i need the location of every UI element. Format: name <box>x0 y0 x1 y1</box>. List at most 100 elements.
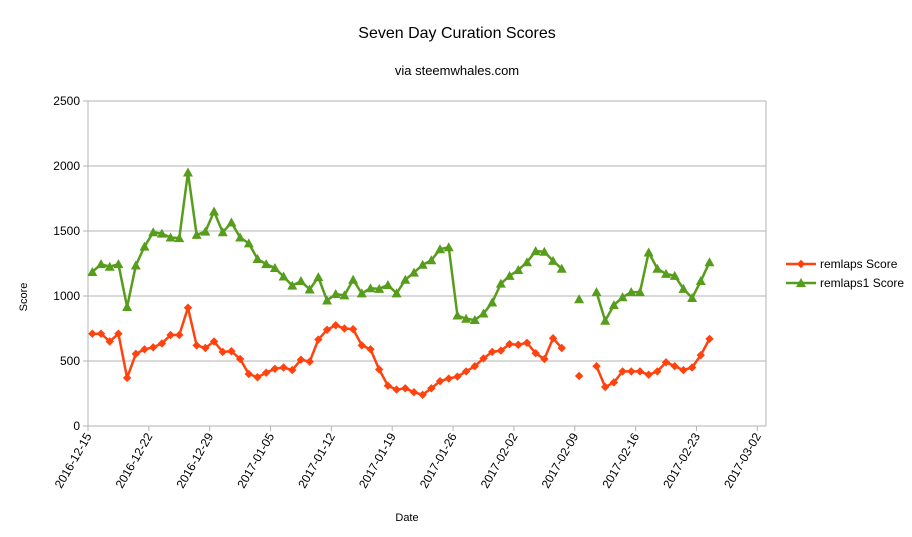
x-tick-labels: 2016-12-15 2016-12-22 2016-12-29 2017-01-05… <box>52 430 764 490</box>
data-point <box>374 283 385 293</box>
data-point <box>322 325 332 334</box>
data-point <box>427 384 436 393</box>
data-point <box>157 339 167 348</box>
data-point <box>105 337 114 346</box>
series-1 <box>88 303 714 399</box>
data-point <box>522 338 532 347</box>
data-point <box>270 364 280 373</box>
data-point <box>574 371 584 381</box>
data-point <box>235 354 245 364</box>
data-point <box>513 265 524 274</box>
data-point <box>452 310 463 320</box>
x-tick-label: 2017-02-23 <box>660 430 703 490</box>
x-tick-label: 2016-12-15 <box>52 430 95 490</box>
data-point <box>487 297 498 307</box>
data-point <box>87 266 98 276</box>
data-point <box>156 228 167 238</box>
data-point <box>669 270 680 280</box>
x-tick-label: 2017-02-02 <box>478 430 521 490</box>
data-point <box>183 303 193 312</box>
data-point <box>261 368 271 377</box>
data-point <box>122 373 132 383</box>
legend-label: remlaps Score <box>820 257 898 271</box>
data-point <box>104 261 115 271</box>
data-point <box>182 167 193 177</box>
data-point <box>235 232 246 242</box>
data-point <box>192 341 201 350</box>
data-point <box>409 388 419 397</box>
data-point <box>88 329 97 338</box>
legend-item: remlaps1 Score <box>786 276 904 290</box>
chart-title-group: Seven Day Curation Scores via steemwhale… <box>358 25 555 78</box>
data-point <box>139 241 150 251</box>
data-point <box>687 292 698 302</box>
data-point <box>356 288 367 298</box>
y-tick-label: 1500 <box>53 224 80 238</box>
data-point <box>288 365 297 375</box>
data-point <box>175 330 184 340</box>
data-point <box>174 233 185 243</box>
legend: remlaps Score remlaps1 Score <box>786 257 904 290</box>
data-point <box>114 329 123 338</box>
data-point <box>113 259 124 269</box>
data-point <box>635 367 645 376</box>
data-point <box>470 362 480 371</box>
data-point <box>313 272 324 282</box>
x-tick-label: 2016-12-22 <box>113 430 156 490</box>
data-point <box>609 378 619 387</box>
data-point <box>487 347 497 357</box>
data-point <box>296 355 306 364</box>
data-point <box>617 292 628 302</box>
chart-title: Seven Day Curation Scores <box>358 25 555 42</box>
data-point <box>695 276 706 286</box>
x-axis-label: Date <box>395 512 418 524</box>
data-point <box>279 363 288 372</box>
data-point <box>391 288 402 298</box>
x-tick-label: 2017-03-02 <box>721 430 764 490</box>
data-point <box>261 259 272 269</box>
data-point <box>383 381 393 390</box>
y-tick-label: 2000 <box>53 159 80 173</box>
data-point <box>479 354 488 363</box>
data-point <box>278 271 289 281</box>
data-point <box>461 367 471 376</box>
data-point <box>417 259 428 269</box>
data-point <box>357 341 367 350</box>
data-point <box>540 354 549 364</box>
y-tick-label: 500 <box>60 354 80 368</box>
data-point <box>339 290 350 300</box>
data-point <box>191 229 202 239</box>
data-point <box>166 330 175 340</box>
data-point <box>661 268 672 278</box>
data-point <box>217 227 228 237</box>
data-point <box>574 294 585 304</box>
data-point <box>696 350 706 360</box>
data-point <box>548 255 559 265</box>
x-tick-label: 2017-01-19 <box>356 430 399 490</box>
data-point <box>496 346 506 355</box>
series-layer <box>87 167 715 399</box>
data-point <box>295 276 306 286</box>
data-point <box>304 284 315 294</box>
data-point <box>796 259 806 269</box>
data-point <box>626 287 637 297</box>
x-tick-label: 2017-01-26 <box>417 430 460 490</box>
chart-subtitle: via steemwhales.com <box>395 63 519 78</box>
data-point <box>269 263 280 273</box>
data-point <box>253 373 262 382</box>
data-point <box>140 345 149 354</box>
data-point <box>435 244 446 254</box>
data-point <box>330 289 341 299</box>
data-point <box>96 329 106 338</box>
data-point <box>661 358 671 367</box>
data-point <box>209 206 220 216</box>
data-point <box>418 390 427 399</box>
data-point <box>634 287 645 297</box>
data-point <box>96 259 107 269</box>
data-point <box>331 321 340 330</box>
legend-label: remlaps1 Score <box>820 276 904 290</box>
data-point <box>644 370 653 379</box>
data-point <box>514 340 523 349</box>
data-point <box>505 339 514 349</box>
series-line <box>595 251 711 322</box>
